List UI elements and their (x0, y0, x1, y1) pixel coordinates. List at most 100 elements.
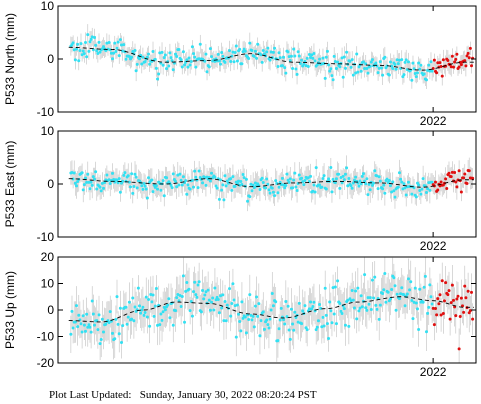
north-data-point (109, 51, 113, 55)
north-data-point (383, 55, 387, 59)
east-data-point (123, 171, 127, 175)
north-data-point (359, 69, 363, 73)
up-data-point (393, 284, 397, 288)
up-data-point (377, 317, 381, 321)
north-data-point (298, 61, 302, 65)
north-data-point (97, 40, 101, 44)
north-data-point (217, 59, 221, 63)
up-data-point (338, 302, 342, 306)
up-data-point (418, 287, 422, 291)
up-data-point (156, 323, 160, 327)
up-data-point (80, 330, 84, 334)
east-data-point (265, 177, 269, 181)
up-data-point (131, 296, 135, 300)
east-data-point (74, 184, 78, 188)
up-error-bars (70, 257, 473, 363)
up-recent-point (449, 301, 453, 305)
up-data-point (347, 324, 351, 328)
east-data-point (142, 181, 146, 185)
east-data-point (421, 177, 425, 181)
east-data-point (302, 183, 306, 187)
up-recent-point (466, 289, 470, 293)
up-data-point (126, 315, 130, 319)
up-data-point (87, 323, 91, 327)
east-data-point (102, 186, 105, 190)
up-data-point (124, 305, 128, 309)
east-recent-point (433, 180, 437, 184)
north-data-point (292, 47, 296, 51)
north-data-point (89, 37, 93, 41)
up-recent-point (464, 296, 468, 300)
up-data-point (261, 310, 265, 314)
east-data-point (396, 185, 400, 189)
up-recent-point (450, 283, 454, 287)
east-data-point (184, 179, 188, 183)
up-data-point (296, 320, 300, 324)
east-error-bars (70, 155, 473, 212)
up-data-point (403, 304, 407, 308)
north-data-point (379, 66, 383, 70)
north-data-point (428, 69, 432, 73)
east-data-point (112, 178, 116, 182)
up-data-point (384, 300, 388, 304)
east-data-point (354, 175, 358, 179)
east-recent-point (447, 171, 451, 175)
north-recent-point (451, 65, 455, 69)
east-data-point (295, 188, 299, 192)
up-data-point (358, 306, 362, 310)
up-data-point (323, 286, 327, 290)
up-data-point (421, 300, 425, 304)
up-data-point (150, 300, 154, 304)
north-data-point (348, 59, 352, 63)
east-data-point (178, 172, 182, 176)
east-data-point (378, 179, 382, 183)
east-data-point (229, 177, 233, 181)
north-data-point (148, 62, 152, 66)
east-data-point (121, 179, 125, 183)
up-data-point (179, 304, 183, 308)
east-data-point (324, 187, 328, 191)
up-data-point (417, 327, 421, 331)
north-data-point (170, 59, 174, 63)
up-data-point (249, 313, 253, 317)
east-data-point (311, 189, 315, 193)
up-data-point (325, 322, 329, 326)
up-data-point (346, 298, 350, 302)
north-data-point (297, 54, 301, 58)
up-data-point (334, 322, 338, 326)
east-data-point (375, 174, 379, 178)
north-data-point (289, 54, 293, 58)
up-data-point (354, 289, 358, 293)
east-data-point (365, 177, 369, 181)
north-data-point (134, 69, 138, 73)
north-data-point (354, 71, 358, 75)
north-data-point (85, 55, 89, 59)
up-ytick-label: 0 (47, 303, 54, 317)
up-data-point (195, 295, 199, 299)
east-data-point (334, 177, 338, 181)
up-data-point (388, 297, 392, 301)
up-data-point (303, 304, 307, 308)
east-data-point (331, 177, 335, 181)
north-data-point (427, 63, 431, 67)
north-data-point (171, 68, 175, 72)
east-data-point (318, 183, 322, 187)
up-data-point (241, 316, 245, 320)
up-data-point (311, 305, 315, 308)
east-data-point (145, 196, 149, 200)
up-data-point (318, 302, 322, 306)
east-data-point (301, 180, 305, 184)
up-data-point (153, 304, 157, 308)
north-data-point (333, 59, 337, 63)
east-data-point (399, 177, 403, 181)
up-data-point (364, 306, 368, 310)
east-data-point (303, 178, 307, 182)
up-data-point (208, 308, 212, 312)
up-data-point (350, 288, 354, 292)
up-data-point (312, 300, 316, 304)
east-data-point (372, 181, 376, 185)
east-data-point (143, 184, 147, 188)
east-data-point (383, 191, 387, 195)
up-data-point (83, 329, 87, 333)
